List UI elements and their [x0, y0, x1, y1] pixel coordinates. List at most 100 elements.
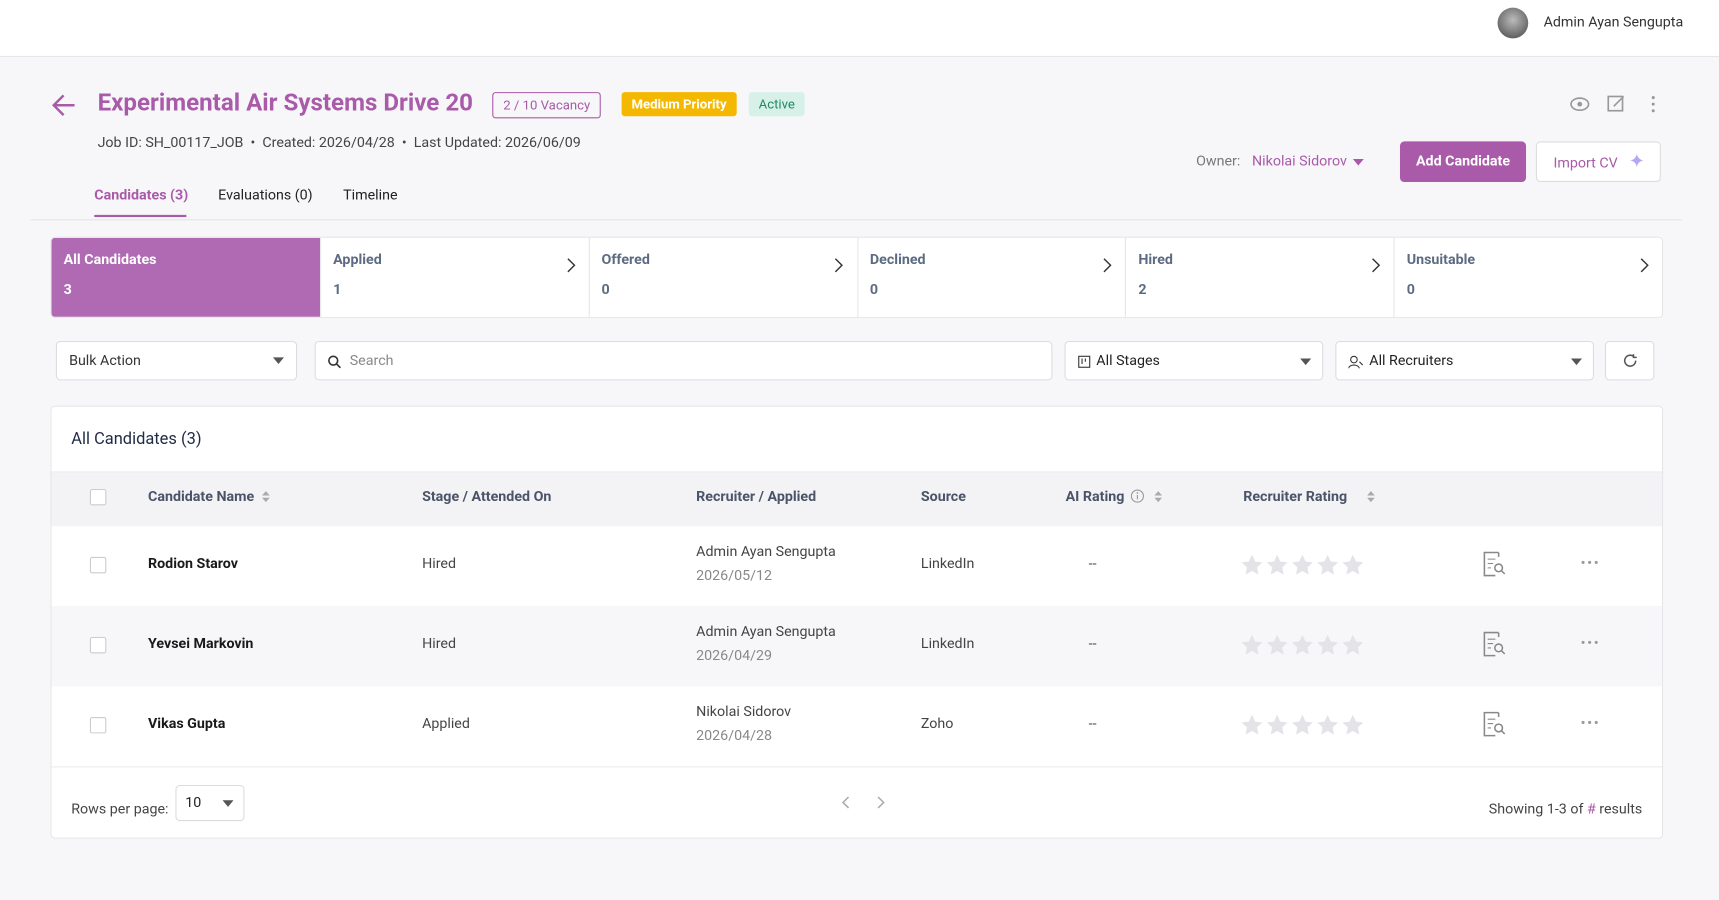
pagination[interactable] — [838, 794, 893, 812]
rating-stars[interactable] — [1241, 634, 1364, 658]
info-icon[interactable] — [1130, 489, 1144, 503]
stage: Hired — [422, 555, 457, 573]
stage-count: 2 — [1138, 281, 1147, 299]
rating-stars[interactable] — [1241, 714, 1364, 738]
row-checkbox[interactable] — [89, 716, 107, 734]
table-title: All Candidates (3) — [71, 428, 202, 449]
row-checkbox[interactable] — [89, 636, 107, 654]
tab[interactable]: Candidates (3) — [94, 187, 189, 204]
table-row: Rodion Starov Hired Admin Ayan Sengupta 202… — [51, 526, 1662, 608]
import-cv-button[interactable]: Import CV ✦ — [1535, 141, 1661, 182]
stage-bar: All Candidates 3 Applied 1 Offered 0 Declined 0… — [50, 236, 1664, 318]
vacancy-badge: 2 / 10 Vacancy — [492, 92, 602, 119]
job-meta: Job ID: SH_00117_JOB • Created: 2026/04/… — [97, 134, 581, 152]
stage-arrow — [1103, 258, 1112, 273]
stage-tab[interactable]: Declined 0 — [856, 237, 1126, 317]
stage-label: Offered — [601, 252, 650, 269]
stage: Hired — [422, 635, 457, 653]
status-badge: Active — [748, 92, 805, 117]
stage-label: Applied — [333, 252, 382, 269]
created: Created: 2026/04/28 — [262, 134, 395, 152]
sparkle-icon: ✦ — [1628, 150, 1646, 174]
search-box[interactable]: Search — [314, 340, 1053, 381]
stages-label: All Stages — [1096, 353, 1160, 370]
row-checkbox[interactable] — [89, 556, 107, 574]
rating-stars[interactable] — [1241, 554, 1364, 578]
sort-icon[interactable] — [261, 489, 271, 504]
stage-tab[interactable]: Unsuitable 0 — [1393, 237, 1662, 317]
column-header: Stage / Attended On — [422, 488, 552, 506]
showing: Showing 1-3 of — [1488, 801, 1584, 818]
applied-date: 2026/05/12 — [696, 567, 773, 585]
rows-label: Rows per page: — [71, 801, 169, 818]
recruiter: Admin Ayan Sengupta — [696, 543, 836, 561]
ai-rating: -- — [1088, 555, 1097, 573]
column-header: Candidate Name — [148, 488, 255, 506]
priority-badge: Medium Priority — [621, 92, 737, 117]
total-placeholder: # — [1586, 801, 1596, 818]
candidate-name[interactable]: Vikas Gupta — [148, 715, 226, 733]
recruiters-label: All Recruiters — [1369, 353, 1454, 370]
ai-rating: -- — [1088, 715, 1097, 733]
source: LinkedIn — [920, 555, 975, 573]
candidate-name[interactable]: Rodion Starov — [148, 555, 238, 573]
row-menu[interactable] — [1581, 560, 1599, 564]
bulk-label: Bulk Action — [69, 353, 141, 370]
column-header: AI Rating — [1065, 488, 1125, 506]
tab[interactable]: Evaluations (0) — [218, 187, 313, 204]
import-cv-label: Import CV — [1553, 155, 1618, 173]
column-header: Recruiter / Applied — [696, 488, 817, 506]
owner-name[interactable]: Nikolai Sidorov — [1251, 153, 1347, 170]
bulk-action-select[interactable]: Bulk Action — [55, 340, 298, 381]
sort-icon[interactable] — [1366, 489, 1376, 504]
user-name[interactable]: Admin Ayan Sengupta — [1543, 14, 1684, 31]
avatar[interactable] — [1497, 7, 1529, 39]
showing-text: Showing 1-3 of # results — [1489, 801, 1642, 817]
add-candidate-button[interactable]: Add Candidate — [1399, 141, 1527, 182]
row-menu[interactable] — [1581, 720, 1599, 724]
view-cv-icon[interactable] — [1482, 631, 1506, 657]
tab-underline — [94, 214, 187, 218]
results: results — [1599, 801, 1643, 818]
stage-tab[interactable]: Applied 1 — [319, 237, 589, 317]
stage-label: Unsuitable — [1406, 252, 1476, 269]
stage-tab[interactable]: Hired 2 — [1125, 237, 1394, 317]
stage-count: 0 — [869, 281, 879, 299]
stage-count: 1 — [333, 281, 342, 299]
stage-label: Declined — [869, 252, 926, 269]
top-bar — [0, 0, 1719, 58]
recruiters-select[interactable]: All Recruiters — [1335, 340, 1595, 381]
search-placeholder: Search — [349, 353, 394, 370]
stage-count: 3 — [63, 281, 72, 299]
header-checkbox[interactable] — [89, 488, 107, 506]
rows-select[interactable]: 10 — [175, 784, 245, 822]
applied-date: 2026/04/28 — [696, 727, 773, 745]
column-header: Recruiter Rating — [1243, 488, 1348, 506]
owner-label: Owner: — [1196, 153, 1241, 170]
owner-caret[interactable] — [1352, 158, 1364, 166]
row-menu[interactable] — [1581, 640, 1599, 644]
stage-count: 0 — [1406, 281, 1415, 299]
stage-label: Hired — [1138, 252, 1173, 269]
stage-tab[interactable]: Offered 0 — [588, 237, 857, 317]
stage-arrow — [1372, 258, 1381, 273]
candidate-name[interactable]: Yevsei Markovin — [148, 635, 254, 653]
tab[interactable]: Timeline — [343, 187, 398, 204]
recruiter: Nikolai Sidorov — [696, 703, 792, 721]
source: Zoho — [920, 715, 954, 733]
view-cv-icon[interactable] — [1482, 711, 1506, 737]
job-actions[interactable] — [1568, 93, 1667, 115]
table-row: Vikas Gupta Applied Nikolai Sidorov 2026/04… — [51, 686, 1662, 768]
job-title: Experimental Air Systems Drive 20 — [97, 89, 474, 118]
view-cv-icon[interactable] — [1482, 551, 1506, 577]
ai-rating: -- — [1088, 635, 1097, 653]
stage: Applied — [422, 715, 470, 733]
table-row: Yevsei Markovin Hired Admin Ayan Sengupta 2… — [51, 606, 1662, 688]
back-button[interactable] — [49, 91, 78, 120]
stages-select[interactable]: All Stages — [1064, 340, 1324, 381]
stage-tab-active[interactable]: All Candidates 3 — [51, 237, 320, 317]
refresh-button[interactable] — [1604, 340, 1655, 381]
sort-icon[interactable] — [1153, 489, 1163, 504]
stage-arrow — [835, 258, 844, 273]
